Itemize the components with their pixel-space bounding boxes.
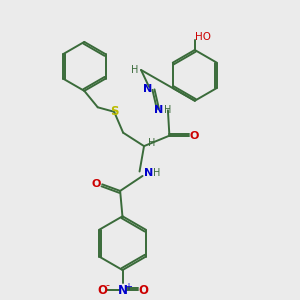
Text: O: O [97,284,107,296]
Text: N: N [144,168,153,178]
Text: O: O [92,179,101,189]
Text: H: H [164,105,172,115]
Text: O: O [138,284,148,296]
Text: H: H [153,168,161,178]
Text: S: S [110,105,118,118]
Text: H: H [148,137,155,148]
Text: -: - [105,280,109,290]
Text: H: H [131,65,139,75]
Text: N: N [143,84,152,94]
Text: HO: HO [195,32,211,41]
Text: O: O [190,131,199,141]
Text: N: N [154,105,163,115]
Text: +: + [124,282,132,292]
Text: N: N [118,284,128,296]
